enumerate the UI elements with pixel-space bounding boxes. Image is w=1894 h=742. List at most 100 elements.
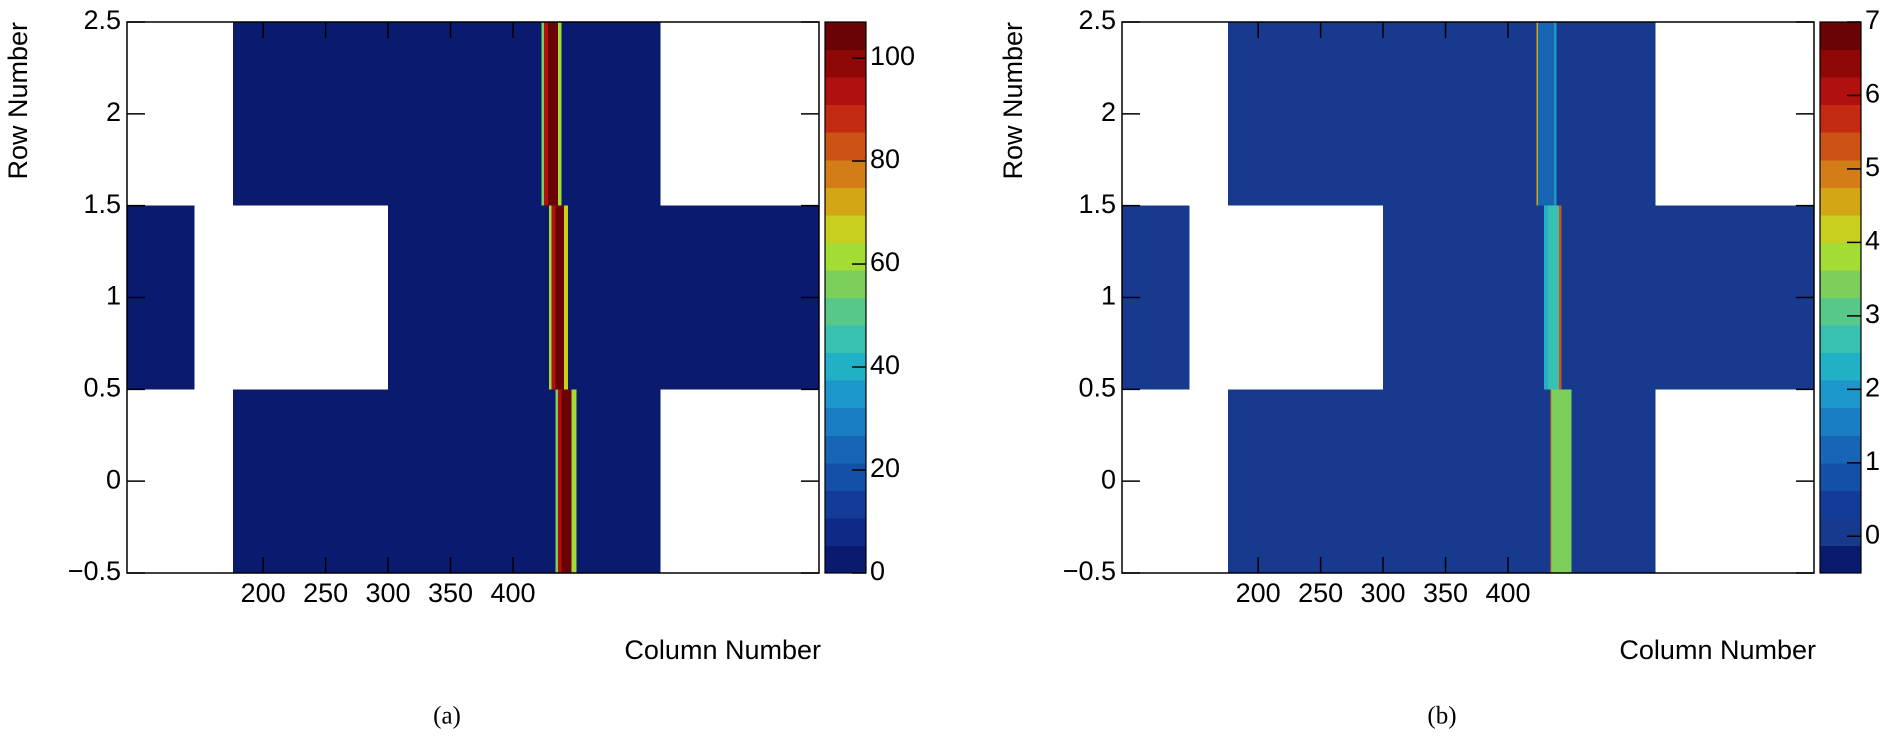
- colorbar-band: [1820, 352, 1861, 381]
- y-tick-label: 2.5: [83, 5, 121, 35]
- colorbar-tick-label: 4: [1865, 226, 1880, 256]
- heatmap-cell: [1561, 205, 1814, 390]
- colorbar-tick-label: 0: [870, 556, 885, 586]
- y-tick-label: −0.5: [68, 556, 121, 586]
- heatmap-cell: [1547, 205, 1560, 390]
- heatmap-cell: [555, 389, 558, 573]
- heatmap-cell: [544, 22, 548, 206]
- colorbar-band: [1820, 517, 1861, 546]
- heatmap-cell: [551, 205, 556, 390]
- colorbar-band: [825, 297, 866, 326]
- colorbar-band: [1820, 545, 1861, 574]
- heatmap-cell: [576, 389, 661, 573]
- y-tick-label: 2: [106, 97, 121, 127]
- colorbar-band: [1820, 104, 1861, 133]
- x-axis-title: Column Number: [1619, 635, 1816, 665]
- caption: (a): [433, 703, 461, 730]
- heatmap-cell: [555, 205, 565, 390]
- heatmap-cell: [547, 22, 558, 206]
- heatmap-cell: [1571, 389, 1656, 573]
- colorbar-band: [825, 517, 866, 546]
- colorbar-band: [1820, 297, 1861, 326]
- colorbar-tick-label: 40: [870, 350, 900, 380]
- colorbar-band: [1820, 435, 1861, 464]
- colorbar-band: [825, 490, 866, 519]
- x-axis-title: Column Number: [624, 635, 821, 665]
- colorbar-band: [825, 242, 866, 271]
- colorbar-band: [825, 77, 866, 106]
- heatmap-cell: [557, 389, 562, 573]
- x-tick-label: 250: [1298, 578, 1343, 608]
- colorbar-tick-label: 60: [870, 247, 900, 277]
- colorbar-frame: [1819, 21, 1862, 574]
- y-tick-label: 0: [1101, 464, 1116, 494]
- heatmap-cell: [388, 205, 550, 390]
- heatmap-cell: [561, 22, 661, 206]
- colorbar-tick-label: 7: [1865, 5, 1880, 35]
- colorbar-band: [825, 132, 866, 161]
- colorbar-band: [825, 380, 866, 409]
- x-tick-label: 400: [1485, 578, 1530, 608]
- colorbar-band: [825, 435, 866, 464]
- heatmap-cell: [557, 22, 562, 206]
- colorbar-band: [825, 159, 866, 188]
- heatmap-cell: [1554, 22, 1557, 206]
- colorbar-band: [1820, 242, 1861, 271]
- colorbar-band: [1820, 407, 1861, 436]
- y-tick-label: 1: [106, 281, 121, 311]
- y-tick-label: 1.5: [83, 189, 121, 219]
- colorbar-band: [1820, 22, 1861, 51]
- heatmap-cell: [567, 205, 819, 390]
- heatmap-cell: [233, 389, 556, 573]
- heatmap-cell: [1228, 22, 1537, 206]
- colorbar-tick-label: 3: [1865, 299, 1880, 329]
- heatmap-cell: [1383, 205, 1545, 390]
- colorbar-band: [1820, 132, 1861, 161]
- y-tick-label: 2: [1101, 97, 1116, 127]
- heatmap-cell: [1550, 389, 1552, 573]
- colorbar-tick-label: 0: [1865, 519, 1880, 549]
- colorbar-band: [1820, 380, 1861, 409]
- colorbar-tick-label: 1: [1865, 446, 1880, 476]
- heatmap-cell: [1544, 205, 1548, 390]
- heatmap-cell: [1551, 389, 1572, 573]
- y-tick-label: 1.5: [1078, 189, 1116, 219]
- colorbar-band: [825, 269, 866, 298]
- heatmap-cell: [571, 389, 577, 573]
- colorbar-tick-label: 6: [1865, 79, 1880, 109]
- y-tick-label: 2.5: [1078, 5, 1116, 35]
- colorbar-band: [825, 49, 866, 78]
- x-tick-label: 350: [1423, 578, 1468, 608]
- colorbar-tick-label: 80: [870, 144, 900, 174]
- colorbar-band: [1820, 269, 1861, 298]
- colorbar-band: [825, 325, 866, 354]
- heatmap-cell: [561, 389, 572, 573]
- colorbar-band: [1820, 462, 1861, 491]
- heatmap-cell: [564, 205, 568, 390]
- colorbar-band: [825, 462, 866, 491]
- colorbar-frame: [824, 21, 867, 574]
- x-tick-label: 250: [303, 578, 348, 608]
- heatmap-cell: [1536, 22, 1538, 206]
- colorbar-tick-label: 5: [1865, 152, 1880, 182]
- y-tick-label: 1: [1101, 281, 1116, 311]
- colorbar-tick-label: 100: [870, 41, 915, 71]
- colorbar-band: [1820, 77, 1861, 106]
- heatmap-panel: 200 250 300 350 400 −0.5 0 0.5 1 1.5 2 2.5 0 1 2 3 4 5 6 7 C…: [998, 5, 1880, 730]
- x-tick-label: 300: [366, 578, 411, 608]
- y-tick-label: −0.5: [1063, 556, 1116, 586]
- y-axis-title: Row Number: [998, 22, 1028, 180]
- colorbar-band: [825, 104, 866, 133]
- y-tick-label: 0.5: [83, 372, 121, 402]
- heatmap-cell: [233, 22, 542, 206]
- heatmap-cell: [541, 22, 545, 206]
- colorbar-band: [1820, 159, 1861, 188]
- y-tick-label: 0.5: [1078, 372, 1116, 402]
- x-tick-label: 400: [490, 578, 535, 608]
- colorbar-band: [825, 545, 866, 574]
- colorbar-tick-label: 20: [870, 453, 900, 483]
- colorbar-band: [1820, 49, 1861, 78]
- heatmap-panel: 200 250 300 350 400 −0.5 0 0.5 1 1.5 2 2.5 0 20 40 60 80…: [3, 5, 915, 730]
- heatmap-cell: [1228, 389, 1551, 573]
